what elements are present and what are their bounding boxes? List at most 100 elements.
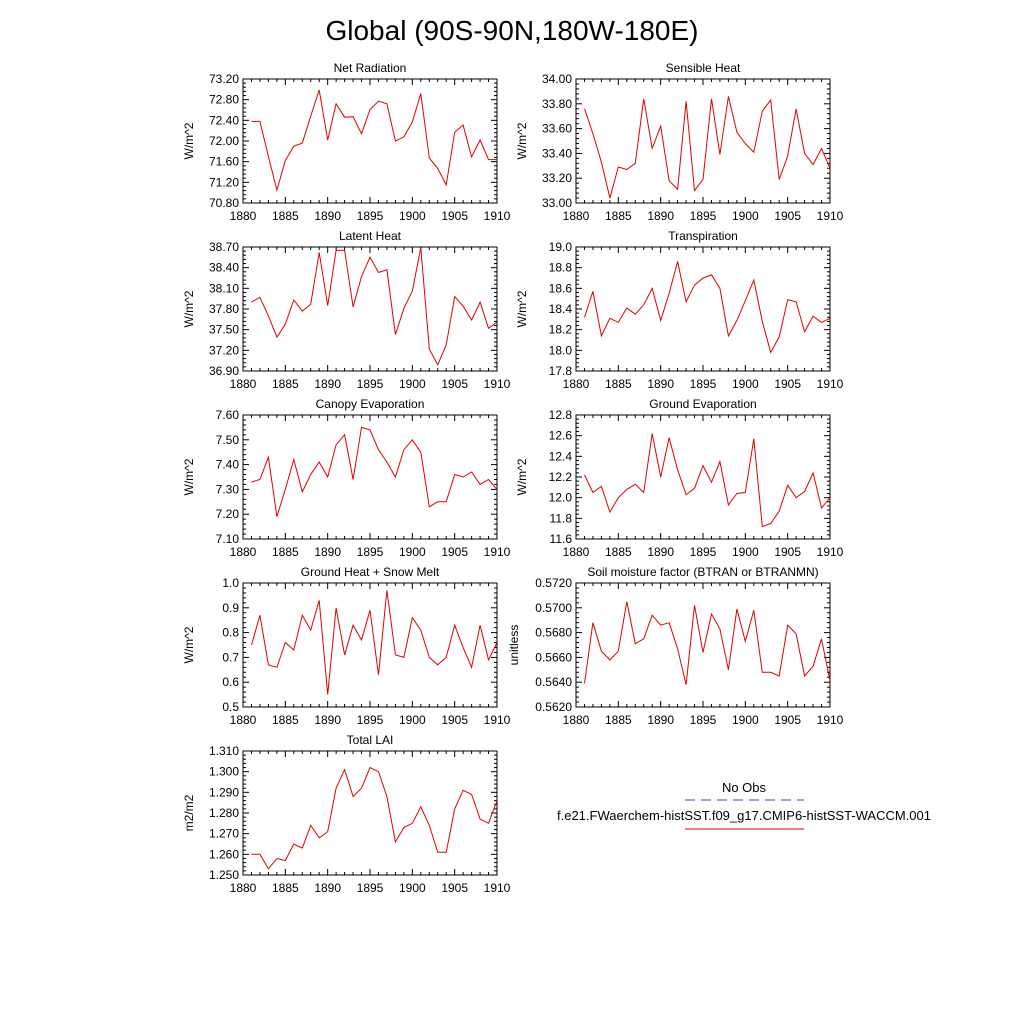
y-axis-label: W/m^2 [182, 122, 196, 159]
legend-model-label: f.e21.FWaerchem-histSST.f09_g17.CMIP6-hi… [557, 808, 931, 823]
y-tick-label: 1.0 [222, 576, 239, 590]
y-tick-label: 0.5680 [535, 626, 572, 640]
x-tick-label: 1900 [732, 377, 759, 391]
plot-frame [242, 582, 498, 708]
x-tick-label: 1895 [690, 209, 717, 223]
x-tick-label: 1885 [272, 545, 299, 559]
y-tick-label: 37.20 [209, 343, 239, 357]
y-tick-label: 1.300 [209, 765, 239, 779]
x-tick-label: 1895 [357, 713, 384, 727]
y-tick-label: 7.60 [216, 408, 240, 422]
x-tick-label: 1905 [441, 209, 468, 223]
series-line [584, 601, 831, 685]
x-tick-label: 1880 [230, 881, 257, 895]
series-line [584, 261, 831, 354]
y-axis-label: W/m^2 [182, 290, 196, 327]
y-tick-label: 12.8 [549, 408, 573, 422]
x-tick-label: 1885 [605, 545, 632, 559]
x-tick-label: 1900 [399, 209, 426, 223]
x-tick-label: 1880 [230, 209, 257, 223]
series-line [584, 433, 831, 528]
panel-title: Ground Evaporation [649, 397, 756, 411]
y-axis-label: W/m^2 [182, 458, 196, 495]
y-tick-label: 12.2 [549, 470, 573, 484]
y-tick-label: 18.0 [549, 343, 573, 357]
x-tick-label: 1895 [357, 545, 384, 559]
y-axis-label: W/m^2 [515, 122, 529, 159]
y-tick-label: 18.6 [549, 281, 573, 295]
series-line [251, 247, 498, 366]
x-tick-label: 1905 [441, 545, 468, 559]
y-tick-label: 0.5700 [535, 601, 572, 615]
chart-panel: Soil moisture factor (BTRAN or BTRANMN) 1… [507, 565, 844, 727]
panel-title: Ground Heat + Snow Melt [301, 565, 440, 579]
y-tick-label: 7.40 [216, 458, 240, 472]
y-tick-label: 0.7 [222, 650, 239, 664]
x-tick-label: 1890 [314, 377, 341, 391]
y-tick-label: 12.0 [549, 491, 573, 505]
x-tick-label: 1890 [647, 209, 674, 223]
x-tick-label: 1885 [272, 713, 299, 727]
x-tick-label: 1880 [563, 713, 590, 727]
y-tick-label: 38.70 [209, 240, 239, 254]
x-tick-label: 1905 [441, 377, 468, 391]
x-tick-label: 1910 [817, 545, 844, 559]
y-tick-label: 1.290 [209, 785, 239, 799]
chart-panel: Net Radiation 1880 1885 1890 1895 1900 1905 191… [182, 61, 511, 223]
y-axis-label: W/m^2 [515, 290, 529, 327]
y-tick-label: 7.30 [216, 482, 240, 496]
x-tick-label: 1895 [357, 209, 384, 223]
x-tick-label: 1910 [484, 881, 511, 895]
y-tick-label: 7.20 [216, 507, 240, 521]
y-tick-label: 19.0 [549, 240, 573, 254]
series-line [251, 766, 498, 870]
y-tick-label: 73.20 [209, 72, 239, 86]
x-tick-label: 1885 [272, 881, 299, 895]
x-tick-label: 1905 [774, 377, 801, 391]
x-tick-label: 1890 [647, 545, 674, 559]
series-line [584, 96, 831, 199]
series-line [251, 426, 498, 517]
plot-frame [242, 246, 498, 372]
y-tick-label: 71.60 [209, 155, 239, 169]
y-axis-label: W/m^2 [515, 458, 529, 495]
y-tick-label: 38.10 [209, 281, 239, 295]
plot-frame [575, 414, 831, 540]
chart-panel: Sensible Heat 1880 1885 1890 1895 1900 1905 191… [515, 61, 844, 223]
x-tick-label: 1895 [357, 881, 384, 895]
x-tick-label: 1890 [647, 713, 674, 727]
x-tick-label: 1880 [563, 545, 590, 559]
x-tick-label: 1895 [690, 545, 717, 559]
legend-obs-label: No Obs [722, 780, 767, 795]
y-tick-label: 0.5 [222, 700, 239, 714]
y-tick-label: 0.6 [222, 675, 239, 689]
y-tick-label: 0.5720 [535, 576, 572, 590]
y-tick-label: 72.00 [209, 134, 239, 148]
y-tick-label: 0.5620 [535, 700, 572, 714]
x-tick-label: 1900 [399, 377, 426, 391]
y-tick-label: 1.310 [209, 744, 239, 758]
y-tick-label: 36.90 [209, 364, 239, 378]
chart-panel: Total LAI 1880 1885 1890 1895 1900 1905 1910 1.2… [182, 733, 511, 895]
x-tick-label: 1890 [314, 881, 341, 895]
x-tick-label: 1900 [732, 209, 759, 223]
x-tick-label: 1910 [484, 377, 511, 391]
x-tick-label: 1890 [314, 545, 341, 559]
x-tick-label: 1905 [774, 545, 801, 559]
x-tick-label: 1880 [563, 377, 590, 391]
y-tick-label: 33.80 [542, 97, 572, 111]
y-tick-label: 70.80 [209, 196, 239, 210]
x-tick-label: 1895 [357, 377, 384, 391]
series-line [251, 89, 497, 193]
x-tick-label: 1885 [272, 209, 299, 223]
x-tick-label: 1905 [441, 881, 468, 895]
panel-title: Transpiration [668, 229, 738, 243]
x-tick-label: 1900 [399, 545, 426, 559]
x-tick-label: 1895 [690, 713, 717, 727]
chart-panel: Ground Evaporation 1880 1885 1890 1895 1900 19… [515, 397, 844, 559]
x-tick-label: 1905 [774, 713, 801, 727]
y-tick-label: 72.40 [209, 113, 239, 127]
legend: No Obs f.e21.FWaerchem-histSST.f09_g17.C… [557, 780, 931, 830]
y-tick-label: 1.250 [209, 868, 239, 882]
